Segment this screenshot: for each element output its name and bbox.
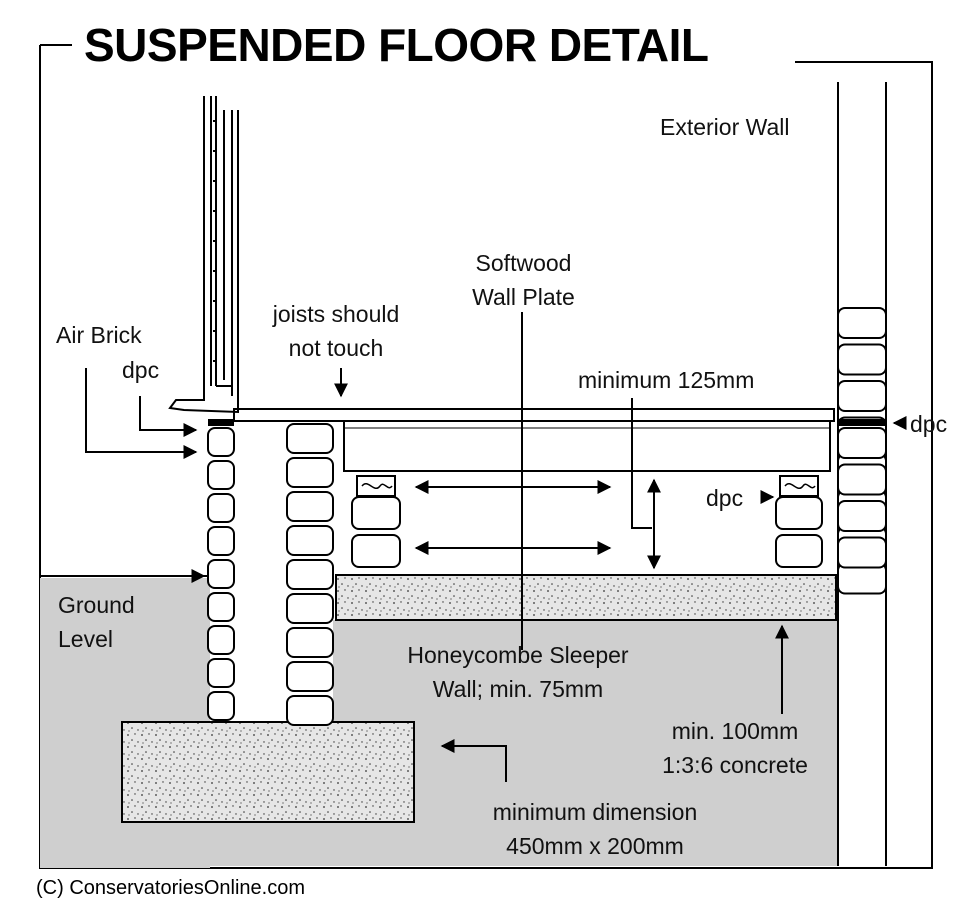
label-dpc-left: dpc — [122, 357, 160, 383]
label-ground-line2: Level — [58, 626, 113, 652]
exterior-wall-bricks — [837, 307, 887, 595]
concrete-slab — [335, 574, 837, 621]
label-minimum-125mm: minimum 125mm — [578, 367, 755, 393]
brick — [286, 627, 334, 658]
brick — [286, 525, 334, 556]
brick — [207, 493, 235, 523]
brick — [207, 592, 235, 622]
brick — [837, 343, 887, 376]
label-concrete-line1: min. 100mm — [671, 718, 799, 744]
page-title: SUSPENDED FLOOR DETAIL — [76, 16, 717, 74]
brick-pier-left-inner — [286, 423, 334, 726]
label-honeycombe-line2: Wall; min. 75mm — [432, 676, 604, 702]
brick — [286, 559, 334, 590]
brick — [775, 496, 823, 530]
dpc-right-band — [838, 419, 886, 426]
brick — [837, 536, 887, 569]
brick — [775, 534, 823, 568]
foundation-footing — [121, 721, 415, 823]
label-dpc-right-inner: dpc — [706, 485, 744, 511]
label-joists-line1: joists should — [272, 301, 400, 327]
wall-plate-right — [779, 475, 819, 497]
label-air-brick: Air Brick — [56, 322, 142, 348]
wall-plate-right-mark — [784, 483, 816, 489]
sleeper-wall-left — [351, 496, 401, 568]
brick — [286, 457, 334, 488]
brick — [286, 491, 334, 522]
brick — [286, 661, 334, 692]
floor-boards — [233, 408, 835, 422]
brick — [207, 526, 235, 556]
label-dpc-right-outer: dpc — [910, 411, 948, 437]
floor-joist — [343, 420, 831, 472]
brick — [837, 427, 887, 459]
brick — [207, 559, 235, 589]
window-frame — [168, 96, 239, 414]
wall-plate-left — [356, 475, 396, 497]
brick — [837, 380, 887, 412]
label-ground-line1: Ground — [58, 592, 135, 618]
label-softwood-line2: Wall Plate — [472, 284, 575, 310]
brick — [286, 593, 334, 624]
window-glazing-dots — [213, 120, 215, 362]
brick — [351, 534, 401, 568]
brick — [286, 695, 334, 726]
copyright-text: (C) ConservatoriesOnline.com — [36, 877, 305, 899]
label-concrete-line2: 1:3:6 concrete — [662, 752, 808, 778]
brick — [837, 463, 887, 496]
brick — [351, 496, 401, 530]
brick-pier-left-outer — [207, 427, 235, 721]
brick — [207, 658, 235, 688]
dpc-left-band — [208, 419, 234, 426]
brick — [207, 427, 235, 457]
brick — [837, 500, 887, 532]
brick — [286, 423, 334, 454]
brick — [837, 307, 887, 339]
label-dimension-line1: minimum dimension — [492, 799, 698, 825]
brick — [207, 691, 235, 721]
wall-plate-left-mark — [361, 483, 393, 489]
brick — [207, 625, 235, 655]
brick — [207, 460, 235, 490]
label-dimension-line2: 450mm x 200mm — [506, 833, 684, 859]
label-honeycombe-line1: Honeycombe Sleeper — [407, 642, 629, 668]
annotation-lines — [85, 312, 907, 782]
sleeper-wall-right — [775, 496, 823, 568]
label-joists-line2: not touch — [288, 335, 384, 361]
label-softwood-line1: Softwood — [475, 250, 572, 276]
label-exterior-wall: Exterior Wall — [660, 114, 790, 140]
